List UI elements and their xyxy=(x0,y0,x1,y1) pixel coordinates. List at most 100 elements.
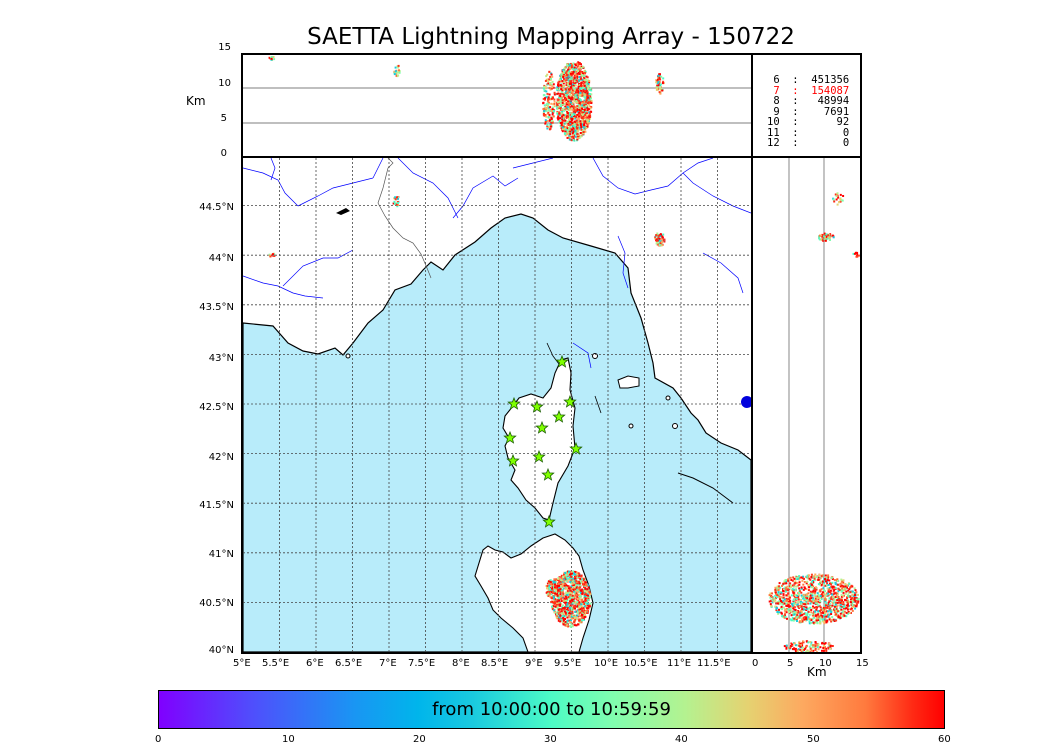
lightning-source xyxy=(569,600,572,603)
lightning-source xyxy=(839,598,842,601)
lightning-source xyxy=(847,594,850,597)
lightning-source xyxy=(779,598,782,601)
lightning-source xyxy=(825,604,828,607)
lightning-source xyxy=(568,66,571,69)
lightning-source xyxy=(575,572,578,575)
lightning-source xyxy=(826,613,829,616)
lightning-source xyxy=(567,124,570,126)
lightning-source xyxy=(586,607,589,610)
lightning-source xyxy=(569,122,571,125)
lightning-source xyxy=(659,73,661,76)
lightning-source xyxy=(778,611,781,614)
lightning-source xyxy=(572,112,575,115)
lightning-source xyxy=(395,72,398,75)
lightning-source xyxy=(564,74,567,77)
lightning-source xyxy=(802,651,805,652)
lightning-source xyxy=(853,592,856,594)
lightning-source xyxy=(566,121,569,124)
lightning-source xyxy=(565,614,568,616)
lightning-source xyxy=(559,117,561,120)
lightning-source xyxy=(805,607,808,610)
lightning-source xyxy=(782,606,785,609)
lightning-source xyxy=(571,117,574,120)
lightning-source xyxy=(557,105,560,108)
lightning-source xyxy=(566,591,569,594)
lightning-source xyxy=(831,616,834,619)
lightning-source xyxy=(578,593,581,596)
lightning-source xyxy=(557,85,560,88)
lightning-source xyxy=(570,585,573,588)
lightning-source xyxy=(570,607,573,610)
lightning-source xyxy=(566,616,569,619)
lightning-source xyxy=(567,585,570,588)
lightning-source xyxy=(397,204,400,206)
lightning-source xyxy=(585,120,588,123)
lightning-source xyxy=(544,80,547,82)
lightning-source xyxy=(657,77,660,80)
lightning-source xyxy=(558,89,561,92)
lightning-source xyxy=(580,67,583,69)
lightning-source xyxy=(549,123,552,126)
lightning-source xyxy=(568,119,571,122)
lightning-source xyxy=(544,119,547,122)
lightning-source xyxy=(569,619,572,621)
lightning-source xyxy=(821,609,824,611)
lightning-source xyxy=(581,78,584,81)
lightning-source xyxy=(575,70,578,73)
lightning-source xyxy=(578,104,581,107)
lightning-source xyxy=(550,102,553,105)
lightning-source xyxy=(803,598,806,600)
lightning-source xyxy=(578,68,581,71)
lightning-source xyxy=(566,621,569,624)
lightning-source xyxy=(585,105,588,107)
lightning-source xyxy=(561,577,563,580)
lightning-source xyxy=(545,96,548,99)
station-star-icon xyxy=(569,441,583,455)
lightning-source xyxy=(798,578,801,581)
lightning-source xyxy=(569,589,572,592)
lightning-source xyxy=(839,617,842,619)
lightning-source xyxy=(271,56,273,58)
lightning-source xyxy=(775,607,778,609)
lightning-source xyxy=(560,73,563,76)
lightning-source xyxy=(582,591,585,594)
lightning-source xyxy=(820,588,823,591)
lightning-source xyxy=(846,597,849,600)
lightning-source xyxy=(394,202,396,205)
lightning-source xyxy=(807,585,810,588)
lightning-source xyxy=(585,609,588,612)
lightning-source xyxy=(841,199,844,202)
corsica-island xyxy=(502,357,576,521)
lightning-source xyxy=(774,591,777,594)
lon-tick: 8°E xyxy=(452,658,470,669)
lightning-source xyxy=(574,100,577,103)
lightning-source xyxy=(835,595,838,598)
lightning-source xyxy=(854,605,857,608)
lightning-source xyxy=(542,102,545,105)
lightning-source xyxy=(813,622,815,625)
lightning-source xyxy=(586,76,589,79)
lightning-source xyxy=(788,587,791,589)
lightning-source xyxy=(586,116,589,119)
lightning-source xyxy=(584,126,587,129)
lightning-source xyxy=(802,597,805,600)
lightning-source xyxy=(657,235,660,237)
lightning-source xyxy=(836,599,839,602)
lightning-source xyxy=(824,646,826,649)
lightning-source xyxy=(564,618,566,620)
lightning-source xyxy=(821,233,824,236)
lightning-source xyxy=(582,82,585,85)
lightning-source xyxy=(812,581,815,584)
lightning-source xyxy=(542,87,545,90)
lightning-source xyxy=(581,94,584,97)
lightning-source xyxy=(823,607,826,610)
lightning-source xyxy=(580,85,583,88)
lightning-source xyxy=(814,586,817,589)
lightning-source xyxy=(564,79,567,82)
lightning-source xyxy=(846,584,849,587)
lightning-source xyxy=(553,98,556,101)
lightning-source xyxy=(660,244,663,247)
lightning-source xyxy=(570,66,573,69)
lightning-source xyxy=(566,612,569,615)
lightning-source xyxy=(582,608,585,611)
